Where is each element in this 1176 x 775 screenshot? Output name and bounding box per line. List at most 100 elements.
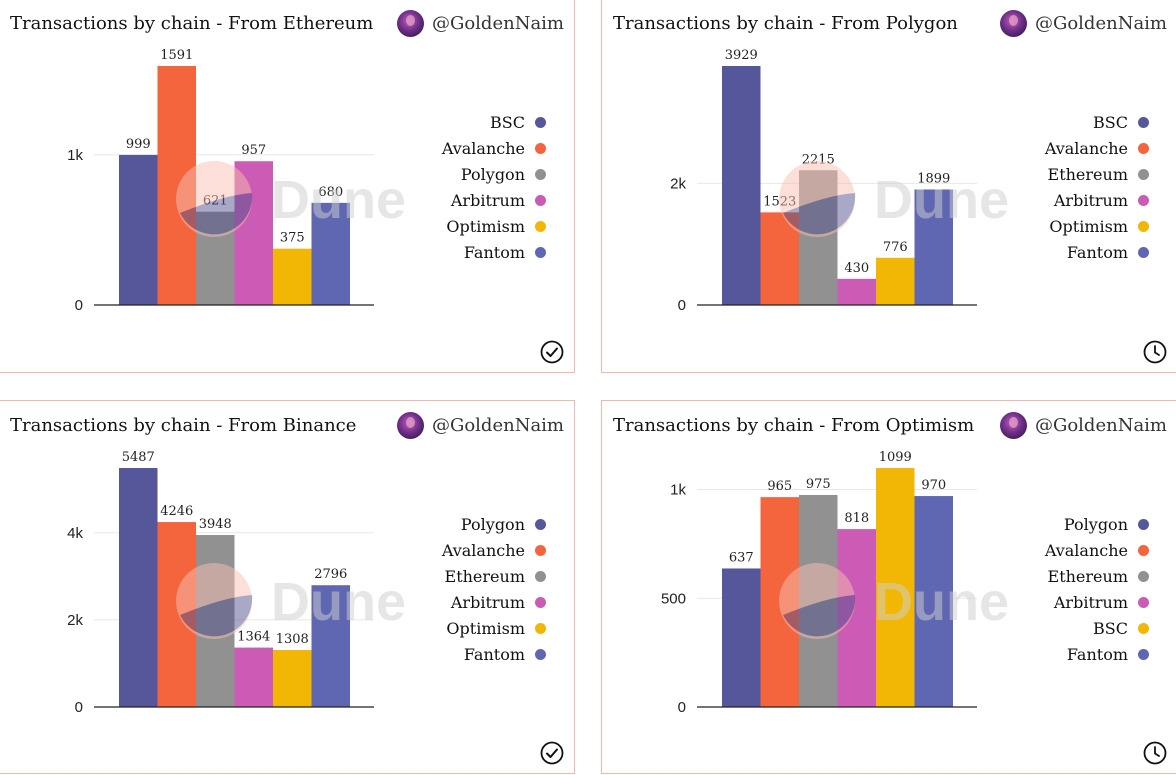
watermark-text: Dune [271,572,406,632]
author-handle: @GoldenNaim [431,415,564,436]
bar[interactable] [876,257,915,305]
bar[interactable] [722,66,761,305]
bar-chart-polygon: 02k3929152322154307761899Dune [670,48,1009,314]
legend-item[interactable]: Ethereum [1048,161,1149,187]
bar-value-label: 999 [126,137,151,152]
bar-value-label: 2796 [314,567,347,582]
legend-item[interactable]: BSC [490,109,546,135]
legend-item[interactable]: Arbitrum [451,589,546,615]
legend-item[interactable]: Ethereum [445,563,546,589]
legend-item[interactable]: Ethereum [1048,563,1149,589]
bar[interactable] [119,154,158,305]
legend-item[interactable]: Arbitrum [451,187,546,213]
dune-watermark: Dune [779,563,1009,639]
legend-label: Avalanche [1044,138,1128,158]
legend-dot [535,648,546,660]
bar[interactable] [914,496,954,707]
legend-dot [535,570,546,582]
legend-dot [1138,142,1149,154]
legend-label: Arbitrum [450,190,525,210]
bar-chart-ethereum: 01k9991591621957375680Dune [67,48,406,314]
bar-value-label: 1591 [160,48,193,63]
legend-dot [535,194,546,206]
legend-label: Polygon [460,514,525,534]
y-tick-label: 1k [67,147,83,164]
bar[interactable] [119,468,158,707]
legend-label: BSC [1093,112,1128,132]
author-tag[interactable]: @GoldenNaim [396,412,564,439]
watermark-text: Dune [874,170,1009,230]
watermark-text: Dune [874,572,1009,632]
bar-value-label: 1364 [237,630,270,645]
legend-item[interactable]: Optimism [1049,213,1149,239]
legend-item[interactable]: BSC [1093,109,1149,135]
legend-item[interactable]: Avalanche [1045,135,1149,161]
dune-watermark: Dune [176,161,406,237]
legend-item[interactable]: Fantom [464,239,546,265]
bar[interactable] [876,468,915,707]
check-circle-icon[interactable] [540,741,564,765]
dune-watermark: Dune [176,563,406,639]
clock-icon[interactable] [1143,340,1167,364]
legend-dot [535,544,546,556]
legend-label: Polygon [1063,514,1128,534]
legend-dot [1138,596,1149,608]
chart-title: Transactions by chain - From Ethereum [10,13,374,34]
legend-dot [535,622,546,634]
avatar [396,10,424,37]
y-tick-label: 2k [67,612,83,629]
chart-panel-binance: Transactions by chain - From Binance @Go… [0,400,575,774]
legend-label: Avalanche [441,138,525,158]
avatar [999,10,1027,37]
y-tick-label: 0 [75,699,83,716]
legend-item[interactable]: Avalanche [442,537,546,563]
legend-label: BSC [490,112,525,132]
bar-value-label: 4246 [160,504,193,519]
legend-item[interactable]: Fantom [1067,641,1149,667]
chart-legend: Polygon Avalanche Ethereum Arbitrum BSC … [1045,511,1149,667]
legend-item[interactable]: Polygon [461,511,546,537]
avatar [396,412,424,439]
bar-value-label: 965 [767,479,792,494]
legend-item[interactable]: Polygon [461,161,546,187]
bar[interactable] [914,189,954,305]
legend-item[interactable]: BSC [1093,615,1149,641]
chart-legend: BSC Avalanche Polygon Arbitrum Optimism … [442,109,546,265]
bar-value-label: 1099 [879,450,912,465]
bar[interactable] [311,202,351,305]
bar-value-label: 3929 [725,48,758,63]
legend-item[interactable]: Fantom [1067,239,1149,265]
legend-item[interactable]: Polygon [1064,511,1149,537]
bar[interactable] [837,278,877,305]
chart-legend: Polygon Avalanche Ethereum Arbitrum Opti… [442,511,546,667]
legend-dot [1138,246,1149,258]
legend-item[interactable]: Avalanche [1045,537,1149,563]
author-tag[interactable]: @GoldenNaim [396,10,564,37]
legend-item[interactable]: Fantom [464,641,546,667]
legend-item[interactable]: Arbitrum [1054,589,1149,615]
bar-value-label: 957 [241,143,266,158]
legend-item[interactable]: Optimism [446,615,546,641]
bar[interactable] [273,650,312,707]
legend-item[interactable]: Arbitrum [1054,187,1149,213]
bar[interactable] [273,248,312,305]
clock-icon[interactable] [1143,741,1167,765]
legend-label: Avalanche [441,540,525,560]
legend-label: Optimism [446,618,525,638]
author-tag[interactable]: @GoldenNaim [999,412,1167,439]
legend-item[interactable]: Optimism [446,213,546,239]
chart-title: Transactions by chain - From Polygon [613,13,958,34]
bar-chart-optimism: 0 500 1k 637 965 975 818 1099 970 Dune [661,450,1009,716]
y-tick-label: 1k [670,482,686,499]
chart-legend: BSC Avalanche Ethereum Arbitrum Optimism… [1045,109,1149,265]
bar[interactable] [311,585,351,707]
y-tick-label: 4k [67,525,83,542]
legend-dot [1138,518,1149,530]
check-circle-icon[interactable] [540,340,564,364]
author-tag[interactable]: @GoldenNaim [999,10,1167,37]
legend-dot [535,116,546,128]
bar[interactable] [722,568,761,707]
bar[interactable] [234,647,274,707]
legend-item[interactable]: Avalanche [442,135,546,161]
y-tick-label: 0 [75,297,83,314]
